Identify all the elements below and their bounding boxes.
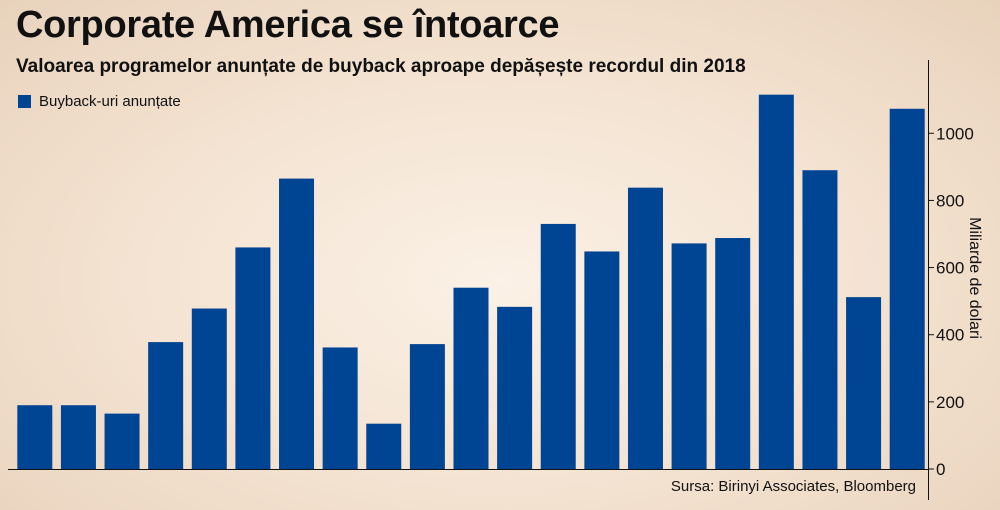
bar bbox=[802, 170, 838, 469]
bar bbox=[846, 297, 882, 469]
bar bbox=[584, 251, 620, 469]
bar bbox=[104, 413, 140, 469]
chart-title: Corporate America se întoarce bbox=[16, 4, 560, 46]
bar bbox=[758, 94, 794, 469]
y-tick-label: 600 bbox=[936, 259, 964, 278]
y-tick-label: 200 bbox=[936, 393, 964, 412]
bar bbox=[322, 347, 358, 469]
y-axis-label: Miliarde de dolari bbox=[966, 217, 983, 339]
bar bbox=[497, 306, 533, 469]
bar bbox=[671, 243, 707, 469]
bar bbox=[148, 342, 184, 469]
y-tick-label: 1000 bbox=[936, 124, 974, 143]
legend: Buyback-uri anunțate bbox=[18, 93, 181, 110]
chart-subtitle: Valoarea programelor anunțate de buyback… bbox=[16, 56, 746, 77]
bar bbox=[715, 238, 751, 469]
bar bbox=[453, 287, 489, 469]
legend-label: Buyback-uri anunțate bbox=[39, 93, 181, 110]
bar bbox=[627, 187, 663, 469]
y-tick-label: 800 bbox=[936, 191, 964, 210]
bar bbox=[409, 344, 445, 469]
bar bbox=[235, 247, 271, 469]
bar bbox=[279, 178, 315, 469]
source-note: Sursa: Birinyi Associates, Bloomberg bbox=[670, 478, 916, 495]
bar bbox=[17, 405, 53, 469]
legend-swatch bbox=[18, 95, 31, 108]
bar bbox=[366, 423, 402, 469]
bar bbox=[889, 108, 925, 470]
bar bbox=[540, 223, 576, 469]
bar bbox=[60, 405, 96, 469]
bar bbox=[191, 308, 227, 469]
y-tick-label: 400 bbox=[936, 326, 964, 345]
y-tick-label: 0 bbox=[936, 460, 945, 479]
